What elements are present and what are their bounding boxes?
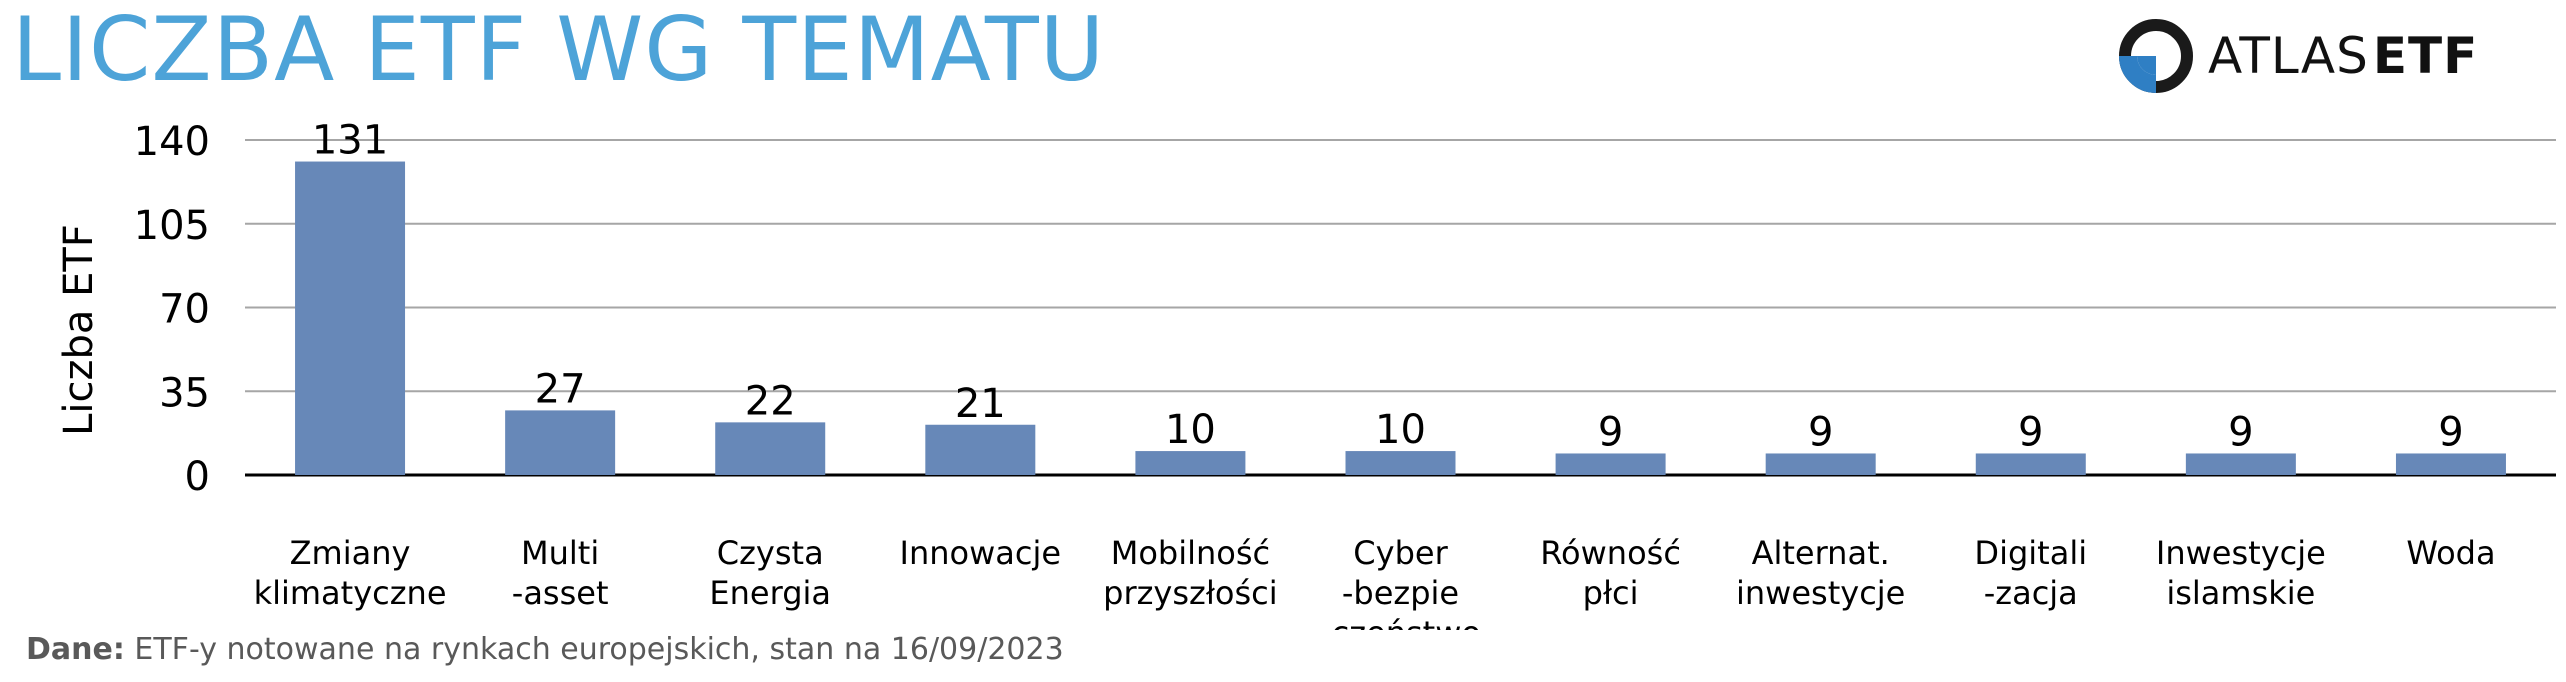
data-label: 9 [1808,409,1833,455]
bar [505,410,616,475]
x-tick-label-line: Cyber [1353,534,1448,572]
data-label: 21 [955,381,1006,427]
y-tick-label: 140 [134,119,210,165]
atlas-etf-logo: ATLASETF [2118,16,2478,96]
bar [925,424,1036,475]
y-axis-ticks: 0 35 70 105 140 [134,119,210,500]
x-tick-label-line: Inwestycje [2156,534,2326,572]
page-title: LICZBA ETF WG TEMATU [12,0,1106,101]
x-tick-label-line: przyszłości [1103,574,1278,612]
x-tick-label: Digitali -zacja [1974,534,2087,612]
x-tick-label-line: Zmiany [290,534,411,572]
x-tick-label-line: islamskie [2166,574,2315,612]
atlas-logo-icon [2119,19,2193,93]
data-label: 131 [312,118,388,164]
x-tick-label: Zmiany klimatyczne [254,534,447,612]
x-tick-label-line: Mobilność [1111,534,1270,572]
data-source-text: ETF-y notowane na rynkach europejskich, … [134,632,1064,667]
bar-chart: 131 27 22 21 10 10 9 9 9 9 9 0 35 70 105 140 Zmiany kli… [56,118,2556,630]
data-label: 27 [535,366,586,412]
x-tick-label: Cyber-bezpie -czeństwo [1320,534,1481,630]
bar [1555,453,1666,475]
data-source-note: Dane: ETF-y notowane na rynkach europejs… [26,632,1064,667]
x-tick-label-line: Woda [2406,534,2495,572]
bar [1345,451,1456,475]
logo-wordmark: ATLASETF [2208,27,2478,85]
bar [1765,453,1876,475]
data-label: 22 [745,378,796,424]
data-label: 9 [2228,409,2253,455]
data-source-label: Dane: [26,632,125,667]
y-axis-label: Liczba ETF [56,224,102,436]
data-labels: 131 27 22 21 10 10 9 9 9 9 9 [312,118,2464,456]
bar [715,422,826,475]
x-tick-label-line: Multi [521,534,599,572]
x-tick-label-line: Alternat. [1752,534,1890,572]
data-label: 9 [1598,409,1623,455]
y-tick-label: 70 [159,287,210,333]
logo-text-atlas: ATLAS [2208,27,2369,85]
y-tick-label: 105 [134,203,210,249]
y-tick-label: 0 [185,454,210,500]
data-label: 9 [2438,409,2463,455]
x-tick-label-line: płci [1583,574,1639,612]
x-tick-label: Multi -asset [512,534,609,612]
bar [2185,453,2296,475]
data-label: 10 [1165,407,1216,453]
bar [1975,453,2086,475]
x-tick-label-line: -zacja [1984,574,2078,612]
x-tick-label: Innowacje [900,534,1062,572]
y-tick-label: 35 [159,370,210,416]
x-tick-label: Alternat. inwestycje [1736,534,1905,612]
bar [295,161,406,476]
x-tick-label-line: -asset [512,574,609,612]
x-tick-label-line: Innowacje [900,534,1062,572]
x-tick-label: Inwestycje islamskie [2156,534,2326,612]
x-axis-ticks: Zmiany klimatyczne Multi -asset Czysta Energi… [254,534,2496,630]
x-tick-label-line: Równość [1540,534,1681,572]
x-tick-label: Równość płci [1540,534,1681,612]
data-label: 10 [1375,407,1426,453]
bars [295,161,2506,476]
x-tick-label-line: klimatyczne [254,574,447,612]
bar [2395,453,2506,475]
x-tick-label: Woda [2406,534,2495,572]
x-tick-label-line: Digitali [1974,534,2087,572]
x-tick-label-line: -bezpie [1342,574,1459,612]
x-tick-label-line: -czeństwo [1320,614,1481,630]
logo-text-etf: ETF [2372,27,2479,85]
x-tick-label-line: Czysta [717,534,824,572]
x-tick-label-line: inwestycje [1736,574,1905,612]
x-tick-label-line: Energia [709,574,831,612]
x-tick-label: Mobilność przyszłości [1103,534,1278,612]
bar [1135,451,1246,475]
data-label: 9 [2018,409,2043,455]
x-tick-label: Czysta Energia [709,534,831,612]
